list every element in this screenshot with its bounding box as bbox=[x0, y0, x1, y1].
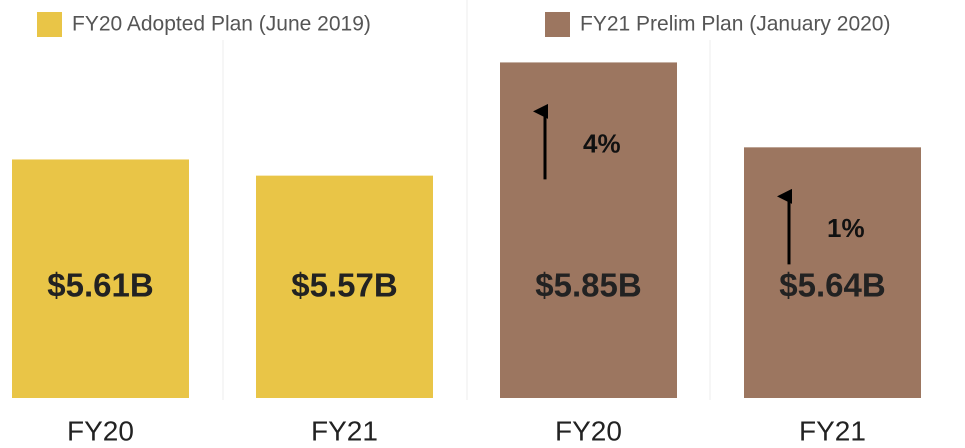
bar bbox=[256, 175, 433, 398]
annotation: 1% bbox=[827, 213, 865, 243]
value-label: $5.61B bbox=[47, 267, 153, 304]
x-tick-label: FY21 bbox=[311, 415, 378, 446]
x-tick-label: FY20 bbox=[67, 415, 134, 446]
bar bbox=[500, 62, 677, 398]
x-tick-label: FY21 bbox=[799, 415, 866, 446]
value-label: $5.57B bbox=[291, 267, 397, 304]
bar bbox=[744, 147, 921, 398]
bar bbox=[12, 159, 189, 398]
x-tick-label: FY20 bbox=[555, 415, 622, 446]
legend-label: FY21 Prelim Plan (January 2020) bbox=[580, 13, 890, 36]
value-label: $5.64B bbox=[779, 267, 885, 304]
legend-label: FY20 Adopted Plan (June 2019) bbox=[72, 13, 371, 36]
legend-swatch bbox=[37, 12, 62, 37]
value-label: $5.85B bbox=[535, 267, 641, 304]
legend-swatch bbox=[545, 12, 570, 37]
annotation: 4% bbox=[583, 128, 621, 158]
